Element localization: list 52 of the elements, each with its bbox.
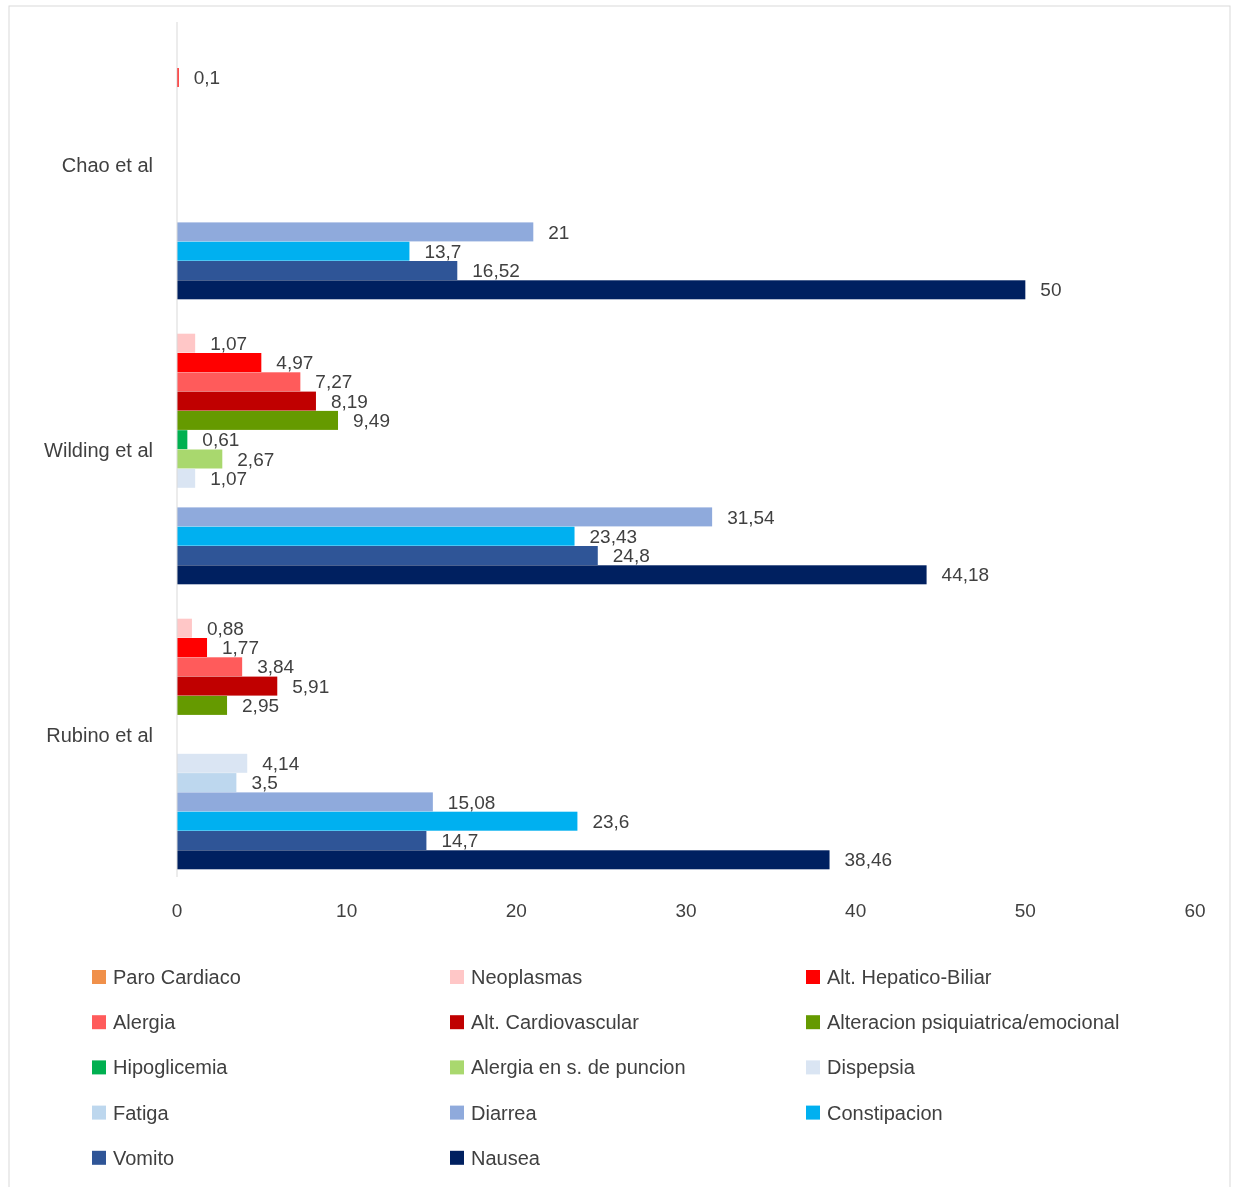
data-label: 3,5 (251, 772, 278, 794)
legend-label: Diarrea (471, 1101, 538, 1124)
legend-label: Nausea (471, 1146, 541, 1169)
data-label: 14,7 (441, 830, 479, 852)
data-label: 0,88 (206, 617, 244, 639)
y-tick-label: Wilding et al (44, 438, 153, 461)
x-tick-label: 40 (845, 899, 867, 921)
legend-label: Vomito (113, 1146, 175, 1169)
y-tick-label: Chao et al (61, 153, 153, 176)
legend-label: Hipoglicemia (113, 1056, 229, 1079)
data-label: 9,49 (353, 410, 390, 432)
x-tick-label: 30 (675, 899, 697, 921)
legend-label: Alteracion psiquiatrica/emocional (827, 1011, 1120, 1034)
legend-label: Dispepsia (827, 1056, 916, 1079)
y-tick-label: Rubino et al (46, 723, 153, 746)
data-label: 0,61 (202, 429, 240, 451)
data-label: 38,46 (844, 849, 893, 871)
data-label: 24,8 (612, 545, 650, 567)
x-tick-label: 60 (1184, 899, 1206, 921)
data-label: 4,14 (262, 752, 300, 774)
x-tick-label: 10 (336, 899, 358, 921)
data-label: 16,52 (472, 260, 520, 282)
data-label: 5,91 (292, 675, 330, 697)
data-label: 1,07 (210, 467, 248, 489)
data-label: 44,18 (941, 564, 990, 586)
data-label: 3,84 (257, 656, 295, 678)
data-label: 0,1 (193, 67, 221, 89)
legend-label: Alt. Cardiovascular (471, 1011, 640, 1034)
data-label: 1,77 (222, 637, 260, 659)
x-tick-label: 0 (171, 899, 183, 921)
legend-label: Fatiga (113, 1101, 170, 1124)
data-label: 23,43 (589, 525, 638, 547)
data-label: 13,7 (424, 240, 462, 262)
legend-label: Alergia (113, 1011, 177, 1034)
data-label: 8,19 (330, 390, 368, 412)
data-label: 23,6 (592, 810, 630, 832)
data-label: 2,67 (237, 448, 275, 470)
data-label: 2,95 (242, 695, 280, 717)
legend-label: Neoplasmas (471, 966, 583, 988)
data-label: 15,08 (447, 791, 496, 813)
x-tick-label: 50 (1014, 899, 1036, 921)
legend-label: Paro Cardiaco (113, 966, 241, 988)
data-label: 21 (548, 221, 570, 243)
data-label: 31,54 (727, 506, 776, 528)
legend-label: Alt. Hepatico-Biliar (827, 966, 992, 988)
data-label: 1,07 (210, 332, 248, 354)
data-label: 50 (1040, 279, 1062, 301)
legend-label: Constipacion (827, 1101, 943, 1124)
x-tick-label: 20 (505, 899, 527, 921)
legend-label: Alergia en s. de puncion (471, 1056, 686, 1079)
data-label: 7,27 (315, 371, 353, 393)
data-label: 4,97 (276, 352, 314, 374)
